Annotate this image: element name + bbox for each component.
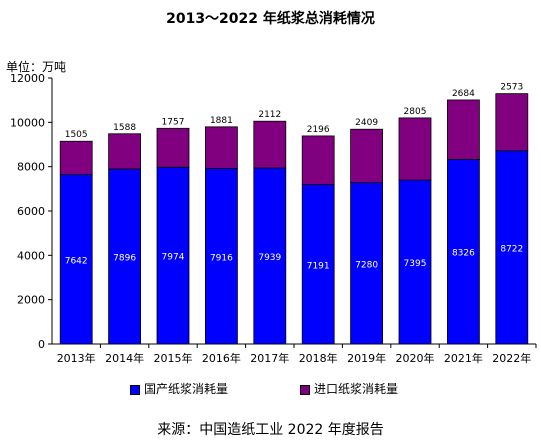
bar-import-2020年 <box>398 117 432 181</box>
x-tick-label: 2021年 <box>444 351 483 365</box>
y-tick-label: 8000 <box>17 161 45 174</box>
data-label-import: 2684 <box>452 89 475 99</box>
bar-domestic-2016年 <box>204 168 238 345</box>
bar-import-2014年 <box>108 133 141 170</box>
data-label-import: 1588 <box>113 123 136 133</box>
y-tick-label: 12000 <box>10 72 45 85</box>
y-tick-label: 6000 <box>17 205 45 218</box>
bar-domestic-2013年 <box>59 174 93 345</box>
data-label-import: 2409 <box>355 118 378 128</box>
data-label-import: 2196 <box>307 125 330 135</box>
bar-import-2016年 <box>204 126 238 169</box>
x-tick-label: 2018年 <box>299 351 338 365</box>
bar-domestic-2019年 <box>350 182 384 345</box>
bar-import-2022年 <box>495 93 529 152</box>
bar-import-2021年 <box>446 99 480 160</box>
bar-domestic-2015年 <box>156 166 190 345</box>
legend-swatch-domestic <box>130 384 140 395</box>
bar-import-2019年 <box>350 128 384 184</box>
data-label-domestic: 7395 <box>404 259 427 269</box>
data-label-import: 2112 <box>258 110 281 120</box>
bar-import-2013年 <box>59 140 93 176</box>
chart-title: 2013～2022 年纸浆总消耗情况 <box>166 11 375 27</box>
data-label-domestic: 8326 <box>452 249 475 259</box>
x-tick-label: 2013年 <box>57 351 96 365</box>
y-axis-unit-label: 单位：万吨 <box>6 60 67 74</box>
data-label-import: 2805 <box>404 107 427 117</box>
data-label-import: 1757 <box>162 117 185 127</box>
y-tick-label: 2000 <box>17 294 45 307</box>
data-label-domestic: 7642 <box>65 256 88 266</box>
x-tick-label: 2016年 <box>202 351 241 365</box>
bar-domestic-2017年 <box>253 167 287 345</box>
y-tick-label: 10000 <box>10 116 45 129</box>
data-label-domestic: 7939 <box>258 253 281 263</box>
data-label-import: 1505 <box>65 130 88 140</box>
x-tick-label: 2015年 <box>154 351 193 365</box>
legend-item-import: 进口纸浆消耗量 <box>300 380 398 397</box>
legend-label-import: 进口纸浆消耗量 <box>314 382 399 396</box>
data-label-import: 2573 <box>500 83 523 93</box>
legend: 国产纸浆消耗量 进口纸浆消耗量 <box>0 380 541 400</box>
data-label-import: 1881 <box>210 116 233 126</box>
data-label-domestic: 7916 <box>210 253 233 263</box>
x-tick-label: 2020年 <box>396 351 435 365</box>
y-tick-label: 0 <box>38 338 45 351</box>
bar-import-2015年 <box>156 127 190 168</box>
data-label-domestic: 8722 <box>500 244 523 254</box>
y-tick-label: 4000 <box>17 249 45 262</box>
source-note: 来源：中国造纸工业 2022 年度报告 <box>157 422 384 438</box>
legend-swatch-import <box>300 384 310 395</box>
bar-import-2018年 <box>301 135 335 185</box>
data-label-domestic: 7896 <box>113 253 136 263</box>
x-tick-label: 2022年 <box>492 351 531 365</box>
legend-label-domestic: 国产纸浆消耗量 <box>144 382 229 396</box>
bar-domestic-2014年 <box>108 168 141 345</box>
x-tick-label: 2019年 <box>347 351 386 365</box>
data-label-domestic: 7974 <box>162 253 185 263</box>
bar-import-2017年 <box>253 120 287 169</box>
data-label-domestic: 7280 <box>355 260 378 270</box>
data-label-domestic: 7191 <box>307 261 330 271</box>
bar-domestic-2022年 <box>495 150 529 345</box>
legend-item-domestic: 国产纸浆消耗量 <box>130 380 228 397</box>
bar-domestic-2020年 <box>398 179 432 345</box>
x-tick-label: 2014年 <box>105 351 144 365</box>
x-tick-label: 2017年 <box>250 351 289 365</box>
